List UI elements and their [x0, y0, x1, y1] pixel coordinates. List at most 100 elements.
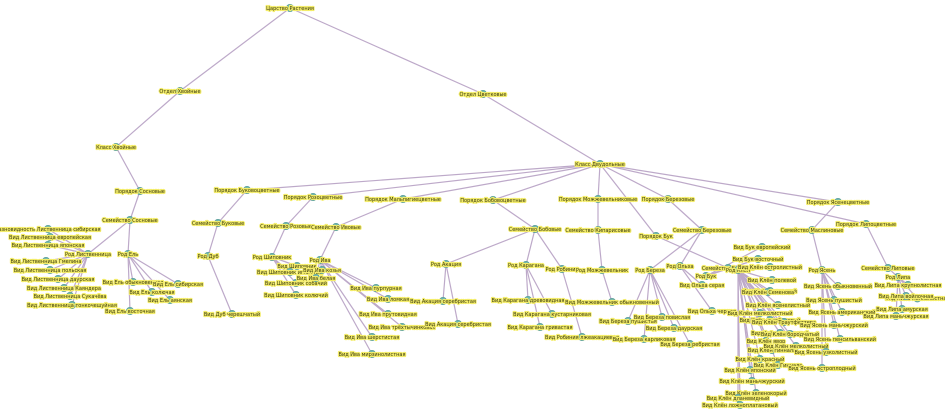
tree-node[interactable]: Порядок Буковоцветные: [213, 185, 281, 195]
node-dot[interactable]: [112, 142, 121, 151]
node-dot[interactable]: [331, 222, 340, 231]
tree-node[interactable]: Вид Акация серебристая: [409, 296, 477, 306]
node-dot[interactable]: [398, 194, 407, 203]
node-dot[interactable]: [746, 365, 755, 374]
tree-node[interactable]: Вид Береза даурская: [645, 323, 703, 333]
tree-node[interactable]: Порядок Сосновые: [114, 186, 166, 196]
tree-node[interactable]: Порядок Березовые: [641, 194, 695, 204]
node-dot[interactable]: [756, 354, 765, 363]
tree-node[interactable]: Вид Клён Гиннала: [753, 360, 803, 370]
tree-node[interactable]: Вид Ольха серая: [679, 280, 725, 290]
node-dot[interactable]: [383, 294, 392, 303]
node-dot[interactable]: [734, 393, 743, 402]
tree-node[interactable]: Вид Клён маньчжурский: [718, 377, 786, 386]
tree-node[interactable]: Вид Ясень узколистный: [793, 348, 858, 357]
node-dot[interactable]: [311, 273, 320, 282]
tree-node[interactable]: Вид Бук европейский: [732, 243, 791, 252]
tree-node[interactable]: Вид Клён ложноплатановый: [701, 401, 779, 410]
node-dot[interactable]: [173, 279, 182, 288]
tree-node[interactable]: Род Ива: [308, 255, 332, 265]
tree-node[interactable]: Вид Клён зеленокорый: [724, 389, 787, 398]
tree-node[interactable]: Вид Клён гиннала: [747, 345, 797, 355]
node-dot[interactable]: [44, 224, 53, 233]
tree-node[interactable]: Порядок Бук: [638, 231, 674, 241]
node-dot[interactable]: [838, 307, 847, 316]
tree-node[interactable]: Вид Клён полевой: [747, 276, 797, 285]
tree-node[interactable]: Семейство Липовые: [860, 263, 915, 273]
node-dot[interactable]: [902, 291, 911, 300]
node-dot[interactable]: [774, 360, 783, 369]
node-dot[interactable]: [315, 255, 324, 264]
tree-node[interactable]: Отдел Цветковые: [458, 90, 508, 99]
node-dot[interactable]: [441, 259, 450, 268]
tree-node[interactable]: Вид Лиственница даурская: [21, 274, 95, 284]
node-dot[interactable]: [367, 332, 376, 341]
tree-node[interactable]: Вид Ель аянская: [147, 295, 193, 305]
node-dot[interactable]: [165, 295, 174, 304]
node-dot[interactable]: [724, 263, 733, 272]
tree-node[interactable]: Вид Лиственница польская: [13, 265, 87, 275]
tree-node[interactable]: Вид Липа мелколистная: [884, 294, 945, 303]
node-dot[interactable]: [898, 304, 907, 313]
tree-node[interactable]: Семейство Бобовые: [508, 225, 563, 234]
tree-node[interactable]: Семейство Буковые: [701, 263, 756, 273]
node-dot[interactable]: [126, 215, 135, 224]
node-dot[interactable]: [754, 254, 763, 263]
tree-node[interactable]: Род Бук: [695, 271, 717, 281]
node-dot[interactable]: [317, 265, 326, 274]
tree-node[interactable]: Вид Ива ломкая: [366, 294, 410, 304]
node-dot[interactable]: [786, 329, 795, 338]
tree-node[interactable]: Вид Ясень маньчжурский: [799, 321, 869, 330]
node-dot[interactable]: [836, 334, 845, 343]
tree-node[interactable]: Род Лиственница: [64, 249, 112, 259]
tree-node[interactable]: Род Робиния: [544, 264, 580, 274]
node-dot[interactable]: [175, 87, 184, 96]
node-dot[interactable]: [578, 332, 587, 341]
tree-node[interactable]: Вид Ива белая: [296, 273, 336, 283]
tree-node[interactable]: Вид Можжевельник обыкновенный: [564, 298, 660, 307]
node-dot[interactable]: [285, 267, 294, 276]
tree-node[interactable]: Семейство Березовые: [672, 225, 733, 235]
node-dot[interactable]: [884, 263, 893, 272]
node-dot[interactable]: [598, 265, 607, 274]
node-dot[interactable]: [147, 287, 156, 296]
tree-node[interactable]: Вид Карагана гривастая: [506, 322, 574, 332]
tree-node[interactable]: Вид Береза карликовая: [612, 334, 676, 344]
node-dot[interactable]: [766, 315, 775, 324]
tree-node[interactable]: Вид Ясень пушистый: [805, 296, 863, 305]
node-dot[interactable]: [892, 311, 901, 320]
tree-node[interactable]: Семейство Маслиновые: [780, 226, 845, 235]
tree-node[interactable]: Вид Лиственница Сукачёва: [32, 291, 108, 301]
node-dot[interactable]: [764, 287, 773, 296]
node-dot[interactable]: [594, 225, 603, 234]
node-dot[interactable]: [46, 265, 55, 274]
node-dot[interactable]: [792, 341, 801, 350]
node-dot[interactable]: [894, 272, 903, 281]
node-dot[interactable]: [596, 159, 605, 168]
tree-node[interactable]: Вид Ольха черная: [687, 306, 737, 316]
node-dot[interactable]: [46, 232, 55, 241]
node-dot[interactable]: [698, 225, 707, 234]
tree-node[interactable]: Вид Лиственница японская: [11, 240, 85, 250]
tree-node[interactable]: Вид Ива шерстистая: [344, 332, 400, 342]
node-dot[interactable]: [762, 336, 771, 345]
tree-node[interactable]: Вид Ель колючая: [128, 287, 176, 297]
node-dot[interactable]: [702, 271, 711, 280]
tree-node[interactable]: Порядок Мальпигиецветные: [364, 194, 442, 204]
tree-node[interactable]: Род Ясень: [808, 265, 836, 275]
node-dot[interactable]: [834, 281, 843, 290]
tree-node[interactable]: Вид Карагана кустарниковая: [512, 309, 592, 319]
node-dot[interactable]: [818, 265, 827, 274]
tree-node[interactable]: Семейство Розовые: [259, 222, 313, 231]
tree-node[interactable]: Вид Липа маньчжурская: [862, 311, 930, 321]
tree-node[interactable]: Вид Ива трёхтычинковая: [368, 322, 436, 332]
tree-node[interactable]: Порядок Липоцветные: [835, 219, 897, 229]
tree-node[interactable]: Семейство Кипарисовые: [564, 225, 631, 235]
node-dot[interactable]: [291, 278, 300, 287]
node-dot[interactable]: [126, 306, 135, 315]
tree-node[interactable]: Вид Лиственница европейская: [8, 232, 92, 242]
tree-node[interactable]: Вид Клён красный: [734, 354, 785, 364]
node-dot[interactable]: [128, 277, 137, 286]
tree-node[interactable]: Род Ольха: [665, 261, 695, 271]
tree-node[interactable]: Род Акация: [430, 259, 462, 269]
